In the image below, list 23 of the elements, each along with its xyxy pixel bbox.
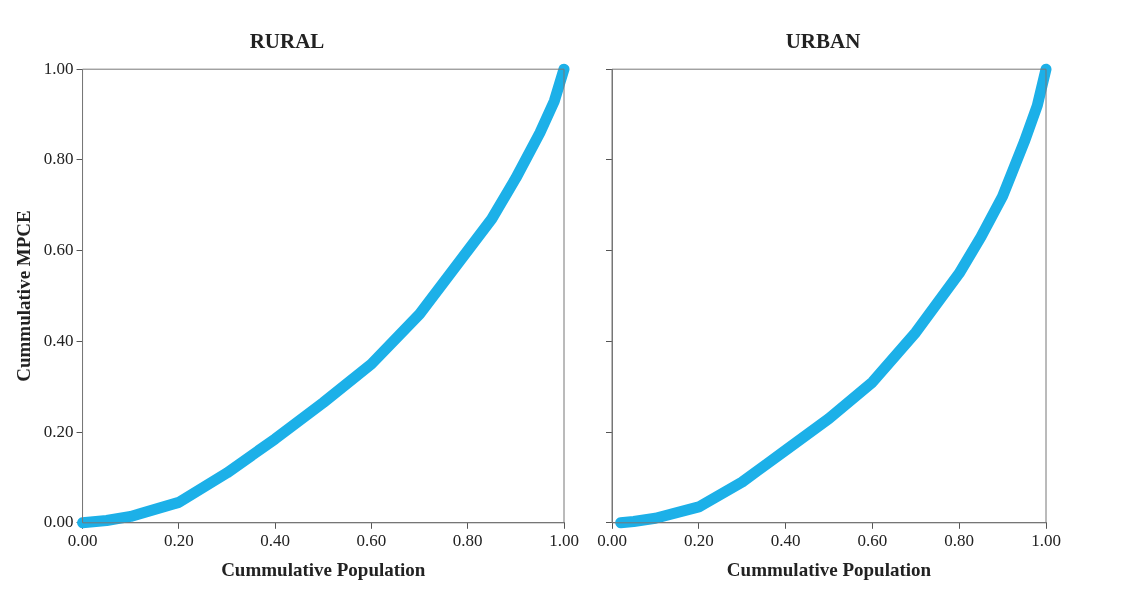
y-tick-label: 0.00 xyxy=(43,512,74,532)
y-tick-label: 0.80 xyxy=(43,149,74,169)
y-axis-title: Cummulative MPCE xyxy=(13,210,35,382)
x-tick-label: 0.80 xyxy=(452,531,483,551)
x-tick-label: 0.60 xyxy=(857,531,888,551)
x-tick-label: 0.40 xyxy=(260,531,291,551)
y-tick-label: 0.20 xyxy=(43,421,74,441)
x-tick-label: 0.00 xyxy=(597,531,627,551)
x-axis-title: Cummulative Population xyxy=(221,558,426,580)
x-tick-label: 0.40 xyxy=(770,531,801,551)
y-tick-label: 0.60 xyxy=(43,240,74,260)
x-tick-label: 0.60 xyxy=(356,531,387,551)
x-tick-label: 1.00 xyxy=(1031,531,1061,551)
x-axis-title: Cummulative Population xyxy=(726,558,932,580)
y-tick-label: 1.00 xyxy=(43,58,74,78)
x-tick-label: 1.00 xyxy=(549,531,579,551)
x-tick-label: 0.80 xyxy=(944,531,975,551)
y-tick-label: 0.40 xyxy=(43,330,74,350)
x-tick-label: 0.00 xyxy=(67,531,98,551)
x-tick-label: 0.20 xyxy=(683,531,714,551)
chart-title: RURAL xyxy=(249,29,325,54)
x-tick-label: 0.20 xyxy=(163,531,194,551)
chart-title: URBAN xyxy=(785,29,861,54)
